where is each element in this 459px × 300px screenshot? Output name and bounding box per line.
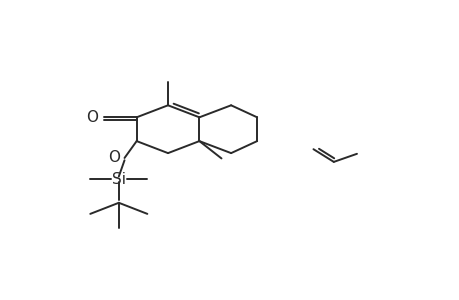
- Text: Si: Si: [112, 172, 126, 187]
- Text: O: O: [86, 110, 98, 125]
- Text: O: O: [108, 150, 120, 165]
